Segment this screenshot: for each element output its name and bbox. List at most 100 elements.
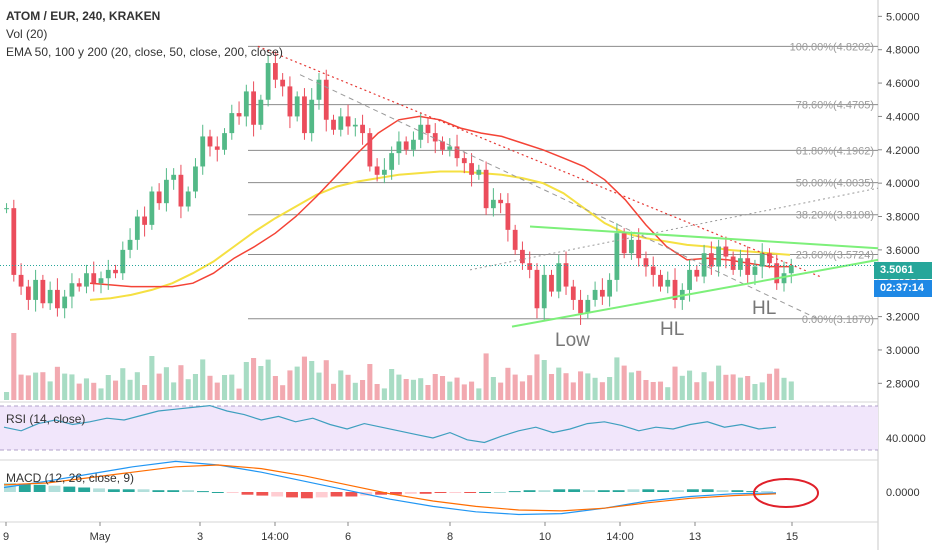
candle-body [309, 99, 315, 134]
candle-body [585, 299, 591, 314]
candle-body [251, 91, 256, 125]
macd-histogram-bar [315, 492, 328, 498]
highlight-circle [753, 478, 819, 508]
volume-bar [156, 373, 162, 400]
volume-bar [774, 368, 780, 400]
price-axis-label: 3.6000 [886, 245, 920, 257]
macd-histogram-bar [167, 490, 180, 492]
volume-bar [759, 382, 765, 400]
macd-histogram-bar [701, 489, 714, 492]
candle-body [599, 289, 605, 297]
ema-fast-line [89, 115, 790, 288]
time-axis-label: May [90, 531, 111, 543]
candle-body [643, 258, 649, 267]
volume-bar [730, 374, 736, 400]
macd-histogram-bar [300, 492, 313, 499]
macd-histogram-bar [746, 491, 759, 493]
candle-body [708, 253, 714, 267]
candle-body [723, 246, 729, 257]
candle-body [258, 99, 264, 125]
volume-bar [628, 372, 634, 400]
candle-body [418, 124, 424, 140]
macd-histogram-bar [597, 490, 610, 492]
time-axis-label: 13 [689, 531, 701, 543]
candle-body [767, 253, 772, 264]
volume-bar [316, 372, 322, 400]
macd-histogram-bar [686, 489, 699, 492]
fib-level-label: 38.20%(3.8108) [796, 210, 874, 222]
macd-histogram-bar [553, 489, 566, 492]
candle-body [374, 166, 380, 175]
macd-histogram-bar [538, 490, 551, 492]
annotation-low: Low [555, 330, 590, 351]
candle-body [98, 278, 104, 284]
volume-bar [723, 374, 729, 400]
dotted-guide-line [469, 187, 879, 271]
macd-histogram-bar [137, 489, 150, 492]
time-axis-label: 15 [786, 531, 798, 543]
candle-body [18, 274, 24, 287]
volume-bar [650, 382, 656, 400]
volume-bar [752, 384, 758, 400]
volume-bar [149, 356, 155, 400]
volume-bar [265, 359, 271, 400]
macd-histogram-bar [226, 492, 239, 493]
volume-bar [607, 377, 613, 400]
volume-bar [25, 375, 31, 400]
volume-bar [439, 376, 446, 400]
candle-body [636, 239, 642, 259]
macd-histogram-bar [404, 492, 417, 494]
candle-countdown: 02:37:14 [874, 280, 932, 297]
volume-bar [679, 375, 685, 400]
candle-body [243, 91, 249, 117]
time-axis-label: 8 [447, 531, 453, 543]
candle-body [578, 299, 583, 314]
candle-body [134, 216, 140, 240]
volume-bar [781, 377, 787, 400]
volume-bar [461, 384, 467, 400]
volume-bar [33, 372, 39, 400]
candle-body [360, 124, 365, 134]
candle-body [287, 86, 293, 117]
triangle-lower-line [511, 258, 879, 328]
volume-bar [381, 388, 387, 400]
candle-body [527, 263, 533, 270]
candle-body [447, 146, 453, 150]
macd-histogram-bar [464, 492, 477, 493]
candle-body [84, 273, 89, 287]
time-axis-label: 6 [345, 531, 351, 543]
rsi-line [3, 404, 777, 444]
volume-bar [345, 374, 351, 400]
candle-body [200, 136, 206, 167]
time-axis-label: 14:00 [606, 531, 634, 543]
ema-slow-line [89, 170, 791, 301]
volume-bar [185, 379, 191, 400]
candle-body [461, 158, 467, 164]
volume-bar [178, 365, 184, 400]
candle-body [752, 266, 758, 275]
candle-body [411, 139, 416, 150]
macd-histogram-bar [78, 487, 91, 492]
candle-body [323, 79, 329, 120]
candle-body [156, 191, 162, 204]
volume-bar [505, 367, 511, 400]
volume-bar [665, 387, 671, 400]
candle-body [549, 274, 554, 292]
macd-histogram-bar [449, 492, 462, 493]
candle-body [55, 289, 60, 309]
candle-body [592, 289, 598, 300]
candle-body [570, 286, 576, 300]
annotation-hl: HL [660, 319, 684, 340]
volume-bar [229, 374, 235, 400]
volume-bar [192, 374, 199, 400]
time-axis-label: 3 [197, 531, 203, 543]
candle-body [658, 274, 663, 287]
volume-bar [512, 374, 518, 400]
candle-body [11, 208, 17, 275]
volume-bar [476, 388, 482, 400]
fib-level-label: 23.60%(3.5724) [796, 249, 874, 261]
macd-histogram-bar [716, 490, 729, 492]
volume-bar [708, 381, 714, 400]
macd-histogram-bar [523, 490, 536, 492]
